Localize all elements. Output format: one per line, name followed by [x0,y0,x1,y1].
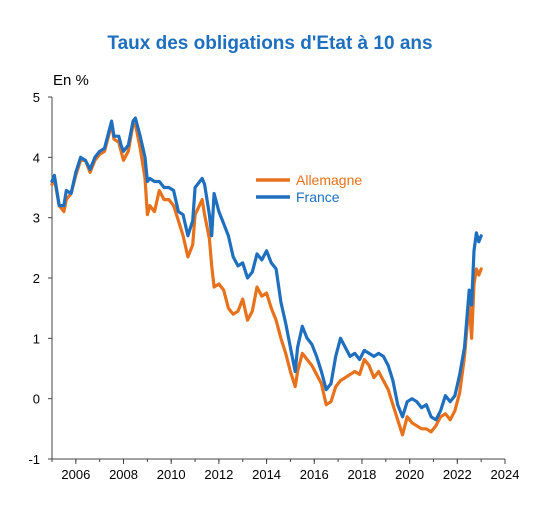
x-tick-label: 2010 [157,467,186,482]
axes [48,96,506,464]
x-tick-label: 2012 [204,467,233,482]
legend-label-france: France [296,189,340,205]
legend-label-allemagne: Allemagne [296,172,362,188]
series-line-allemagne [50,122,483,437]
y-tick-labels: -1 0 1 2 3 4 5 [28,90,40,467]
series-line-france [50,116,483,422]
y-tick-label: 3 [33,211,40,226]
y-tick-label: -1 [28,452,40,467]
x-tick-label: 2008 [109,467,138,482]
x-tick-label: 2006 [61,467,90,482]
x-tick-label: 2018 [347,467,376,482]
y-tick-label: 5 [33,90,40,105]
y-tick-label: 1 [33,331,40,346]
chart-title: Taux des obligations d'Etat à 10 ans [107,33,432,54]
y-axis-unit-label: En % [53,72,89,89]
x-tick-labels: 2006 2008 2010 2012 2014 2016 2018 2020 2022 2024 [61,467,519,482]
x-tick-label: 2020 [395,467,424,482]
y-tick-label: 2 [33,271,40,286]
x-tick-label: 2022 [443,467,472,482]
x-tick-label: 2014 [252,467,281,482]
x-tick-label: 2024 [491,467,520,482]
x-tick-label: 2016 [300,467,329,482]
series-lines [50,116,483,437]
y-tick-label: 4 [33,150,40,165]
y-tick-label: 0 [33,392,40,407]
